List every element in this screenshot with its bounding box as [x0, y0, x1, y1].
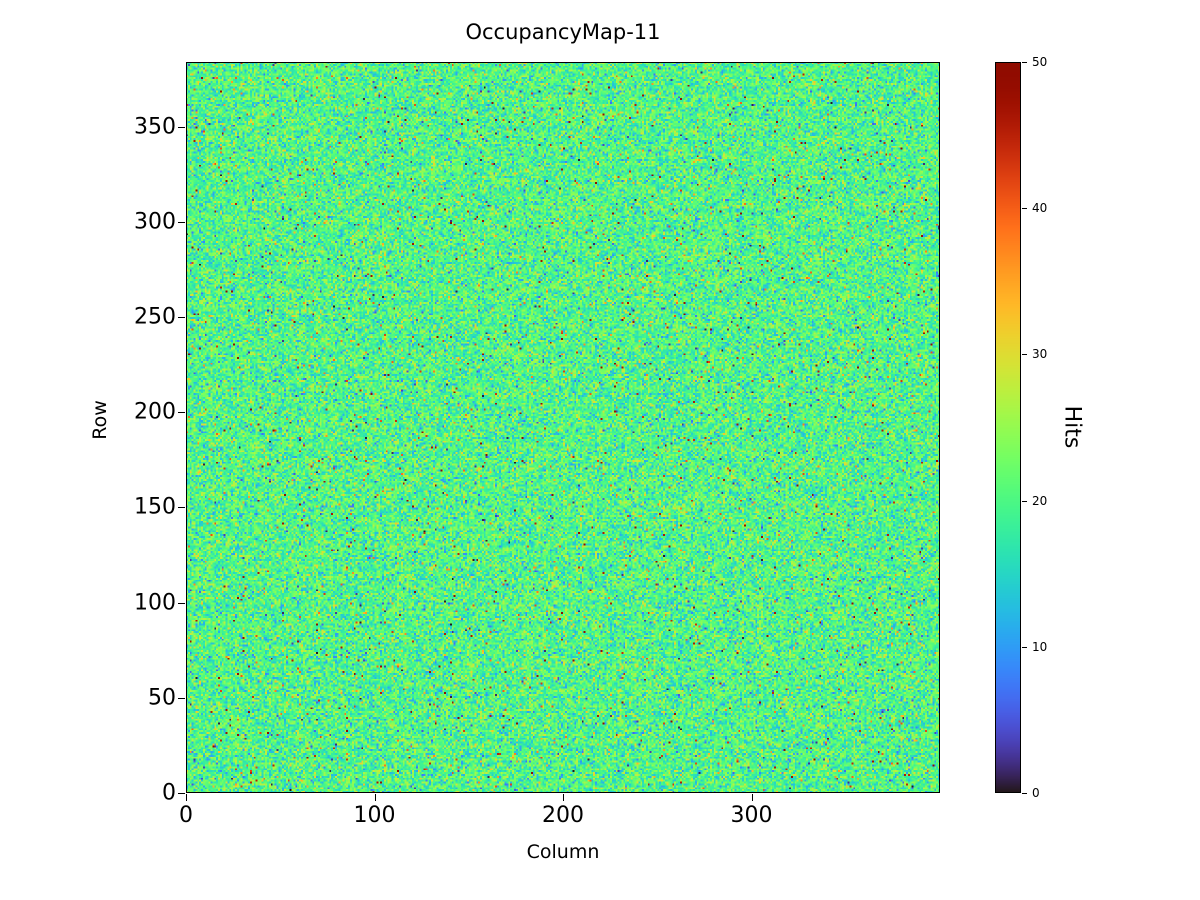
y-tick-mark	[178, 221, 185, 223]
y-tick-mark	[178, 412, 185, 414]
x-tick-mark	[751, 794, 753, 801]
y-tick-label: 200	[134, 399, 176, 425]
y-tick-mark	[178, 793, 185, 794]
colorbar-tick-label: 50	[1032, 55, 1048, 69]
colorbar-tick-label: 40	[1032, 201, 1048, 216]
x-tick-mark	[186, 794, 187, 801]
y-tick-mark	[178, 317, 185, 319]
y-tick-mark	[178, 697, 185, 699]
y-tick-label: 100	[134, 590, 176, 616]
y-tick-mark	[178, 126, 185, 128]
colorbar-tick-label: 0	[1032, 786, 1040, 800]
y-tick-label: 0	[162, 780, 176, 806]
x-tick-label: 0	[179, 803, 193, 828]
colorbar-label: Hits	[1059, 405, 1085, 449]
colorbar	[995, 62, 1021, 793]
colorbar-tick-mark	[1022, 793, 1027, 794]
colorbar-tick-mark	[1022, 354, 1027, 356]
chart-title: OccupancyMap-11	[465, 20, 661, 44]
y-tick-label: 50	[148, 685, 176, 711]
x-tick-mark	[563, 794, 564, 801]
x-axis-label: Column	[526, 841, 600, 863]
x-tick-label: 100	[353, 803, 396, 828]
x-tick-label: 300	[730, 803, 773, 828]
x-tick-label: 200	[542, 803, 584, 828]
y-tick-label: 250	[134, 304, 176, 330]
colorbar-tick-label: 30	[1032, 347, 1048, 362]
heatmap-plot-area	[186, 62, 940, 793]
colorbar-tick-mark	[1022, 208, 1027, 210]
y-tick-mark	[178, 507, 185, 509]
y-tick-label: 150	[134, 494, 176, 520]
y-tick-label: 300	[134, 209, 176, 235]
heatmap-image	[186, 62, 940, 793]
colorbar-tick-mark	[1022, 500, 1027, 502]
x-tick-mark	[374, 794, 376, 801]
y-axis-label: Row	[89, 400, 111, 440]
y-tick-label: 350	[134, 114, 176, 140]
colorbar-gradient	[995, 62, 1021, 793]
y-tick-mark	[178, 602, 185, 604]
colorbar-tick-label: 10	[1032, 639, 1048, 654]
colorbar-tick-label: 20	[1032, 493, 1048, 508]
colorbar-tick-mark	[1022, 62, 1027, 63]
colorbar-tick-mark	[1022, 646, 1027, 648]
